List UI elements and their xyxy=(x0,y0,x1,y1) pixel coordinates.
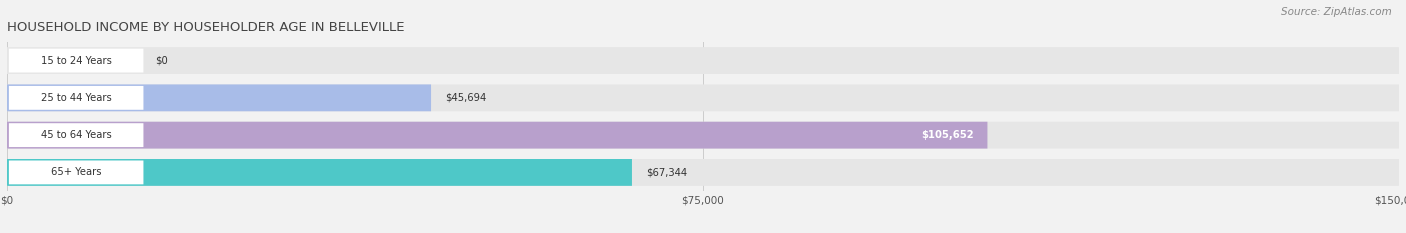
Text: 15 to 24 Years: 15 to 24 Years xyxy=(41,56,111,65)
FancyBboxPatch shape xyxy=(7,84,432,111)
FancyBboxPatch shape xyxy=(7,159,631,186)
FancyBboxPatch shape xyxy=(7,122,1399,149)
Text: 65+ Years: 65+ Years xyxy=(51,168,101,177)
FancyBboxPatch shape xyxy=(7,47,1399,74)
FancyBboxPatch shape xyxy=(8,161,143,184)
Text: HOUSEHOLD INCOME BY HOUSEHOLDER AGE IN BELLEVILLE: HOUSEHOLD INCOME BY HOUSEHOLDER AGE IN B… xyxy=(7,21,405,34)
FancyBboxPatch shape xyxy=(8,49,143,72)
FancyBboxPatch shape xyxy=(7,122,987,149)
Text: $105,652: $105,652 xyxy=(921,130,973,140)
Text: $0: $0 xyxy=(156,56,169,65)
Text: $67,344: $67,344 xyxy=(645,168,688,177)
Text: 25 to 44 Years: 25 to 44 Years xyxy=(41,93,111,103)
FancyBboxPatch shape xyxy=(7,159,1399,186)
FancyBboxPatch shape xyxy=(7,84,1399,111)
Text: Source: ZipAtlas.com: Source: ZipAtlas.com xyxy=(1281,7,1392,17)
FancyBboxPatch shape xyxy=(8,123,143,147)
Text: 45 to 64 Years: 45 to 64 Years xyxy=(41,130,111,140)
Text: $45,694: $45,694 xyxy=(444,93,486,103)
FancyBboxPatch shape xyxy=(8,86,143,110)
